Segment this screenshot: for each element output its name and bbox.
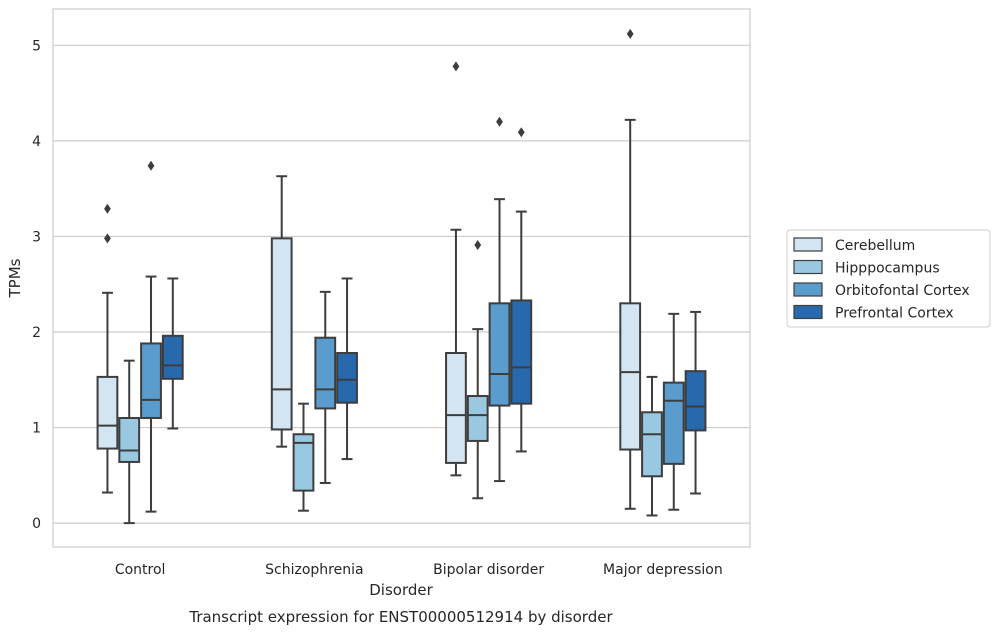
y-tick-label: 4 bbox=[32, 134, 41, 150]
legend: Cerebellum Hipppocampus Orbitofontal Corte… bbox=[786, 229, 991, 328]
box bbox=[336, 277, 358, 461]
series-hipppocampus bbox=[118, 240, 663, 525]
box-iqr bbox=[314, 336, 337, 410]
box bbox=[96, 203, 119, 494]
legend-swatch bbox=[793, 259, 823, 275]
series-orbitofontal-cortex bbox=[140, 116, 685, 513]
x-axis-label: Disorder bbox=[369, 581, 433, 599]
legend-swatch bbox=[793, 237, 823, 252]
y-tick-label: 1 bbox=[32, 421, 41, 437]
x-axis-tick-labels: Control Schizophrenia Bipolar disorder Majo… bbox=[115, 562, 723, 578]
box bbox=[118, 359, 141, 525]
series-prefrontal-cortex bbox=[161, 127, 707, 495]
x-tick-label: Schizophrenia bbox=[265, 562, 363, 578]
y-tick-label: 3 bbox=[32, 229, 41, 245]
outlier-point bbox=[104, 233, 111, 244]
outlier-point bbox=[104, 203, 111, 214]
box-iqr bbox=[510, 299, 533, 405]
box-iqr bbox=[140, 342, 162, 419]
box-plot-series bbox=[96, 28, 707, 525]
box-iqr bbox=[292, 433, 315, 492]
outlier-point bbox=[517, 127, 525, 138]
box-iqr bbox=[641, 411, 663, 478]
box bbox=[292, 402, 315, 512]
box-iqr bbox=[662, 381, 685, 465]
legend-frame bbox=[786, 229, 991, 328]
outlier-point bbox=[626, 28, 634, 39]
y-axis-tick-labels: 0 1 2 3 4 5 bbox=[32, 38, 41, 532]
outlier-point bbox=[474, 240, 482, 251]
box-iqr bbox=[466, 395, 489, 442]
x-tick-label: Control bbox=[115, 562, 166, 578]
legend-swatch bbox=[793, 304, 823, 320]
x-tick-label: Bipolar disorder bbox=[433, 562, 544, 578]
box-iqr bbox=[684, 370, 707, 432]
y-tick-label: 0 bbox=[32, 516, 41, 532]
y-tick-label: 2 bbox=[32, 325, 41, 341]
y-tick-label: 5 bbox=[32, 38, 41, 54]
box bbox=[314, 290, 337, 484]
outlier-point bbox=[452, 61, 460, 72]
outlier-point bbox=[147, 160, 155, 171]
box bbox=[662, 312, 685, 511]
legend-label: Cerebellum bbox=[835, 238, 915, 254]
box bbox=[466, 240, 489, 500]
series-cerebellum bbox=[96, 28, 642, 510]
legend-swatch bbox=[793, 282, 823, 297]
box-iqr bbox=[270, 237, 293, 431]
box-iqr bbox=[336, 352, 358, 404]
box-iqr bbox=[488, 302, 511, 407]
box bbox=[510, 127, 533, 453]
box-iqr bbox=[161, 334, 184, 380]
box bbox=[641, 375, 663, 517]
legend-label: Orbitofontal Cortex bbox=[835, 283, 970, 299]
box bbox=[161, 277, 184, 430]
box-iqr bbox=[445, 352, 467, 464]
legend-label: Prefrontal Cortex bbox=[835, 306, 954, 322]
box-iqr bbox=[118, 416, 141, 463]
x-tick-label: Major depression bbox=[603, 562, 723, 578]
plot-frame bbox=[52, 8, 751, 548]
box bbox=[488, 116, 511, 483]
box-iqr bbox=[619, 302, 642, 451]
box-iqr bbox=[96, 375, 119, 450]
box bbox=[684, 310, 707, 495]
box bbox=[619, 28, 642, 510]
legend-label: Hipppocampus bbox=[835, 261, 940, 277]
box bbox=[445, 61, 467, 477]
box bbox=[270, 175, 293, 448]
box bbox=[140, 160, 162, 513]
outlier-point bbox=[496, 116, 503, 127]
chart-caption: Transcript expression for ENST0000051291… bbox=[188, 608, 613, 626]
y-axis-label: TPMs bbox=[6, 258, 24, 298]
